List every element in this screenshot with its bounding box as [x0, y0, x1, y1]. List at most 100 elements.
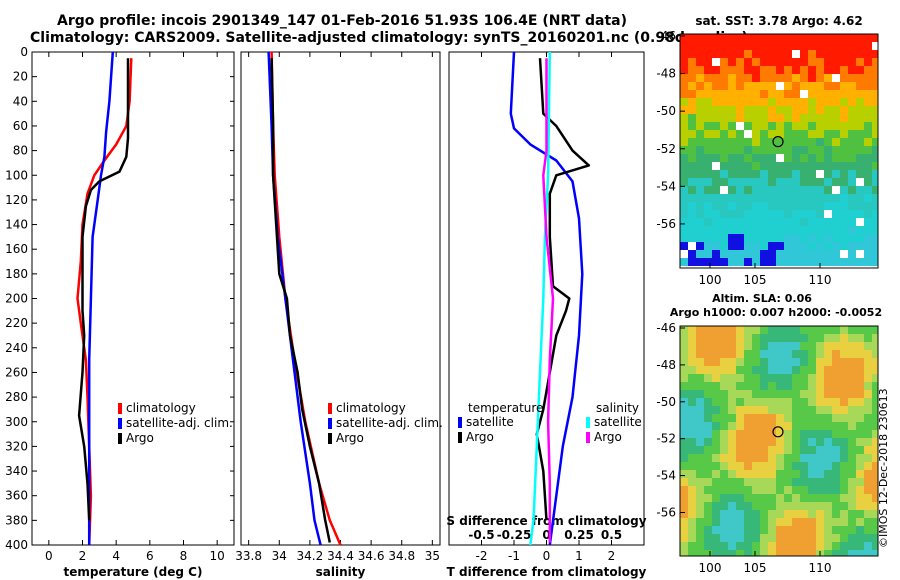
depth-tick-label: 180: [5, 267, 28, 281]
sst_map-cell: [800, 82, 808, 90]
sst_map-cell: [848, 226, 856, 234]
sla_map-cell: [792, 550, 800, 556]
sla_map-cell: [712, 358, 720, 366]
sst_map-cell: [688, 82, 696, 90]
sla_map-cell: [808, 366, 816, 374]
sla_map-cell: [816, 526, 824, 534]
sla_map-cell: [824, 398, 832, 406]
difference-legend-sal-sat-swatch: [586, 417, 590, 428]
sst_map-cell: [752, 74, 760, 82]
sla_map-cell: [736, 542, 744, 550]
sla_map-cell: [680, 502, 688, 510]
sst_map-cell: [816, 162, 824, 170]
sst_map-cell: [832, 194, 840, 202]
sla_map-cell: [696, 342, 704, 350]
sla_map-cell: [776, 542, 784, 550]
sla-map-title-line2: Argo h1000: 0.007 h2000: -0.0052: [670, 306, 882, 319]
sla_map-cell: [864, 382, 872, 390]
sla_map-cell: [704, 342, 712, 350]
sst_map-cell: [760, 82, 768, 90]
sla_map-cell: [744, 334, 752, 342]
sst_map-cell: [744, 74, 752, 82]
sla_map-cell: [760, 358, 768, 366]
sla_map-cell: [712, 398, 720, 406]
sla_map-cell: [776, 414, 784, 422]
sla_map-cell: [720, 390, 728, 398]
sst_map-cell: [712, 154, 720, 162]
sst_map-cell: [688, 58, 696, 66]
sst_map-cell: [752, 138, 760, 146]
sla_map-cell: [768, 446, 776, 454]
sst_map-cell: [688, 162, 696, 170]
sla_map-cell: [696, 374, 704, 382]
sst_map-cell: [784, 242, 792, 250]
sla_map-cell: [864, 486, 872, 494]
salinity-xtick-label: 34: [272, 549, 287, 563]
sst_map-cell: [712, 90, 720, 98]
sla_map-cell: [712, 502, 720, 510]
sst_map-cell: [800, 186, 808, 194]
sla_map-cell: [720, 542, 728, 550]
sst_map-cell: [760, 218, 768, 226]
sst_map-cell: [704, 202, 712, 210]
sst_map-cell: [776, 170, 784, 178]
sst_map-cell: [696, 146, 704, 154]
difference-xtick-label: -2: [476, 549, 488, 563]
sla_map-cell: [680, 406, 688, 414]
sst_map-cell: [680, 162, 688, 170]
sla_map-cell: [736, 438, 744, 446]
sst_map-cell: [720, 234, 728, 242]
sla_map-cell: [800, 470, 808, 478]
sst_map-cell: [680, 74, 688, 82]
sla_map-cell: [768, 518, 776, 526]
sst_map-cell: [712, 218, 720, 226]
sla_map-cell: [720, 358, 728, 366]
sla_map-cell: [736, 374, 744, 382]
sla_map-cell: [696, 422, 704, 430]
sst_map-cell: [816, 218, 824, 226]
sla_map-cell: [872, 430, 878, 438]
sst_map-cell: [792, 178, 800, 186]
sst_map-cell: [736, 122, 744, 130]
sst_map-cell: [840, 170, 848, 178]
sla_map-cell: [784, 382, 792, 390]
sst_map-cell: [768, 58, 776, 66]
sst_map-cell: [696, 106, 704, 114]
sst_map-cell: [736, 210, 744, 218]
sst_map-cell: [808, 162, 816, 170]
sla_map-cell: [848, 414, 856, 422]
sst_map-cell: [768, 114, 776, 122]
sla_map-cell: [824, 358, 832, 366]
difference-series-temperature-satellite: [509, 51, 584, 546]
sla_map-cell: [744, 366, 752, 374]
sla_map-cell: [688, 526, 696, 534]
sst_map-cell: [712, 130, 720, 138]
sst_map-cell: [840, 178, 848, 186]
sst_map-cell: [792, 50, 800, 58]
figure-title-line1: Argo profile: incois 2901349_147 01-Feb-…: [57, 13, 628, 29]
sla_map-cell: [792, 422, 800, 430]
sla_map-cell: [824, 390, 832, 398]
sla_map-cell: [800, 326, 808, 334]
sst_map-cell: [784, 170, 792, 178]
sla_map-cell: [872, 374, 878, 382]
sla_map-cell: [728, 470, 736, 478]
sst_map-cell: [864, 130, 872, 138]
sla_map-cell: [824, 470, 832, 478]
difference-secondary-tick-label: -0.25: [497, 528, 532, 542]
sst_map-cell: [712, 178, 720, 186]
sst_map-cell: [824, 90, 832, 98]
sst_map-cell: [832, 170, 840, 178]
sst_map-cell: [704, 210, 712, 218]
temperature-xtick-label: 6: [146, 549, 154, 563]
sst_map-cell: [784, 90, 792, 98]
sla_map-cell: [784, 502, 792, 510]
sla_map-cell: [872, 454, 878, 462]
sst_map-cell: [776, 162, 784, 170]
sla_map-cell: [800, 550, 808, 556]
sla_map-cell: [744, 550, 752, 556]
sst_map-cell: [840, 202, 848, 210]
sst_map-cell: [792, 58, 800, 66]
difference-xlabel: T difference from climatology: [447, 565, 647, 579]
sst_map-cell: [680, 90, 688, 98]
